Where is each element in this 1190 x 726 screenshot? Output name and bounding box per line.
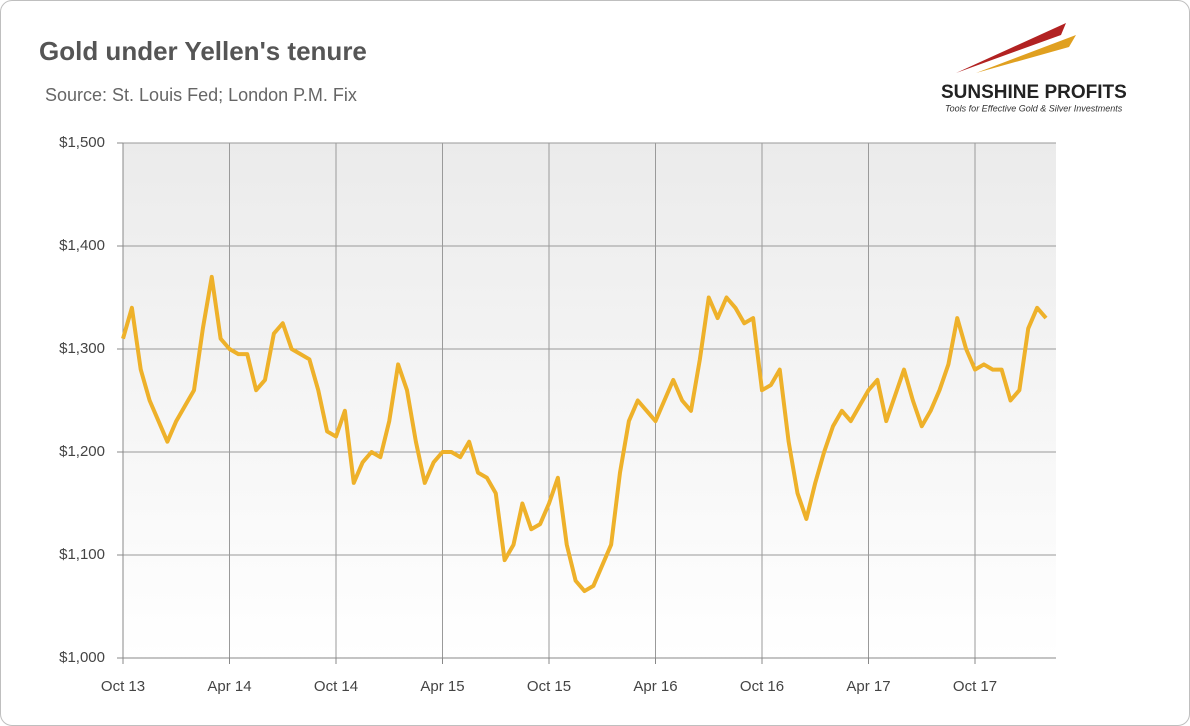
brand: SUNSHINE PROFITS xyxy=(941,82,1127,103)
x-tick-label: Apr 17 xyxy=(846,678,890,695)
y-tick-label: $1,500 xyxy=(59,134,105,151)
x-tick-label: Oct 16 xyxy=(740,678,784,695)
chart-title: Gold under Yellen's tenure xyxy=(39,36,367,66)
chart-subtitle: Source: St. Louis Fed; London P.M. Fix xyxy=(45,85,357,105)
x-tick-label: Apr 15 xyxy=(420,678,464,695)
logo: SUNSHINE PROFITS Tools for Effective Gol… xyxy=(941,23,1127,113)
x-tick-label: Oct 15 xyxy=(527,678,571,695)
tagline: Tools for Effective Gold & Silver Invest… xyxy=(945,103,1123,113)
line-series xyxy=(121,274,1048,594)
y-tick-label: $1,000 xyxy=(59,649,105,666)
logo-swoosh xyxy=(976,35,1076,73)
plot: $1,000 $1,100 $1,200 $1,300 $1,400 $1,500 Oct … xyxy=(59,134,1056,695)
plot-area xyxy=(123,143,1056,658)
x-tick-label: Apr 16 xyxy=(633,678,677,695)
logo-swoosh xyxy=(956,23,1066,73)
x-tick-label: Apr 14 xyxy=(207,678,251,695)
y-tick-label: $1,200 xyxy=(59,443,105,460)
x-tick-label: Oct 13 xyxy=(101,678,145,695)
x-tick-label: Oct 17 xyxy=(953,678,997,695)
x-tick-label: Oct 14 xyxy=(314,678,358,695)
y-tick-label: $1,100 xyxy=(59,546,105,563)
y-tick-label: $1,400 xyxy=(59,237,105,254)
y-tick-label: $1,300 xyxy=(59,340,105,357)
